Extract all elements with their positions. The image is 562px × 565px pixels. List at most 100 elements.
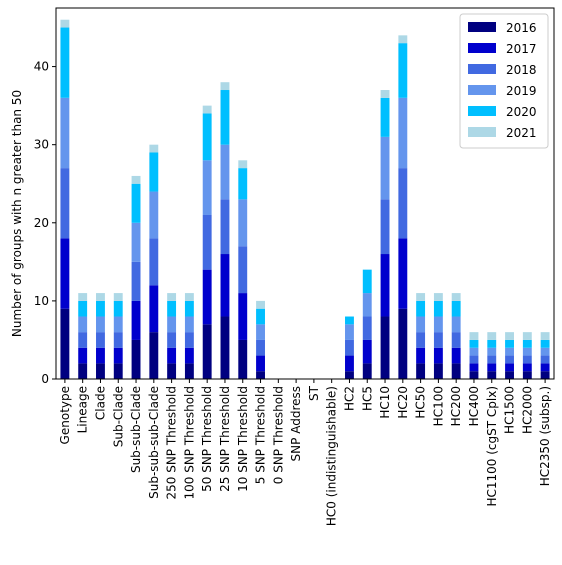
plot-frame [55,7,555,380]
bar-segment-2016 [184,363,194,379]
bar-segment-2018 [167,332,177,348]
bar-segment-2017 [416,347,426,364]
x-tick-label: HC50 [414,386,428,419]
bar-segment-2018 [149,238,159,286]
bar-segment-2019 [487,347,497,356]
bar-segment-2017 [380,254,390,317]
bar-segment-2018 [202,214,212,270]
x-tick-label: HC2000 [520,386,534,434]
legend-swatch [468,64,496,74]
bar-segment-2020 [220,90,230,145]
x-tick-label: Lineage [76,386,90,433]
bar-segment-2016 [416,363,426,379]
bar-segment-2019 [96,316,105,333]
bar-segment-2018 [540,355,550,364]
bar-segment-2018 [433,332,443,348]
bar-segment-2017 [60,238,70,309]
x-tick-label: 100 SNP Threshold [182,386,196,500]
x-tick-label: HC2 [342,386,356,411]
x-tick-label: HC100 [431,386,445,426]
bar-segment-2021 [149,144,159,153]
bar-segment-2020 [451,300,461,317]
bar-segment-2016 [238,339,248,379]
bar-segment-2021 [78,293,88,301]
x-tick-label: HC1500 [503,386,517,434]
bar-segment-2016 [380,316,390,379]
legend-label: 2016 [506,21,537,35]
bar-segment-2021 [398,35,408,44]
bar-segment-2020 [380,97,390,137]
bar-segment-2016 [433,363,443,379]
bar-segment-2021 [202,105,212,114]
bar-segment-2018 [78,332,88,348]
bar-segment-2016 [60,308,70,379]
bar-segment-2016 [540,371,550,379]
bar-segment-2017 [78,347,88,364]
bar-segment-2016 [345,371,354,379]
bar-segment-2018 [220,199,230,255]
bar-segment-2019 [345,324,354,340]
bar-segment-2021 [487,332,497,340]
bar-segment-2016 [487,371,497,379]
bar-segment-2017 [505,363,514,372]
bars-layer [60,19,550,379]
bar-segment-2016 [362,363,372,379]
bar-segment-2017 [469,363,479,372]
x-tick-label: ST [307,385,321,401]
bar-segment-2021 [416,293,426,301]
bar-segment-2017 [487,363,497,372]
bar-segment-2018 [131,261,141,301]
legend-swatch [468,22,496,32]
y-tick-label: 40 [34,60,49,74]
bar-segment-2020 [487,339,497,348]
bar-segment-2020 [256,308,265,325]
bar-segment-2019 [469,347,479,356]
bar-segment-2016 [131,339,141,379]
x-tick-label: Sub-sub-sub-Clade [147,386,161,499]
bar-segment-2016 [398,308,408,379]
legend-swatch [468,43,496,53]
bar-segment-2018 [184,332,194,348]
bar-segment-2018 [469,355,479,364]
bar-segment-2018 [487,355,497,364]
legend-swatch [468,85,496,95]
bar-segment-2020 [522,339,532,348]
bar-segment-2020 [345,316,354,325]
bar-segment-2019 [184,316,194,333]
bar-segment-2021 [433,293,443,301]
bar-segment-2018 [505,355,514,364]
bar-segment-2019 [202,160,212,215]
bar-segment-2020 [505,339,514,348]
bar-segment-2018 [256,339,265,356]
bar-segment-2017 [345,355,354,372]
bar-segment-2017 [398,238,408,309]
bar-segment-2019 [362,293,372,317]
x-tick-label: HC400 [467,386,481,426]
y-tick-label: 20 [34,216,49,230]
bar-segment-2017 [184,347,194,364]
x-tick-label: Genotype [58,386,72,444]
bar-segment-2020 [238,168,248,200]
bar-segment-2016 [167,363,177,379]
bar-segment-2017 [238,293,248,340]
legend-label: 2017 [506,42,537,56]
x-tick-label: Sub-sub-Clade [129,386,143,473]
bar-segment-2018 [416,332,426,348]
bar-segment-2019 [540,347,550,356]
bar-segment-2016 [202,324,212,379]
bar-segment-2017 [131,300,141,340]
bar-segment-2020 [540,339,550,348]
bar-segment-2019 [113,316,123,333]
legend-label: 2020 [506,105,537,119]
bar-segment-2019 [256,324,265,340]
bar-segment-2016 [522,371,532,379]
bar-segment-2016 [220,316,230,379]
bar-segment-2020 [416,300,426,317]
bar-segment-2018 [345,339,354,356]
bar-segment-2016 [469,371,479,379]
bar-segment-2017 [167,347,177,364]
bar-segment-2016 [451,363,461,379]
bar-segment-2020 [469,339,479,348]
bar-segment-2017 [451,347,461,364]
